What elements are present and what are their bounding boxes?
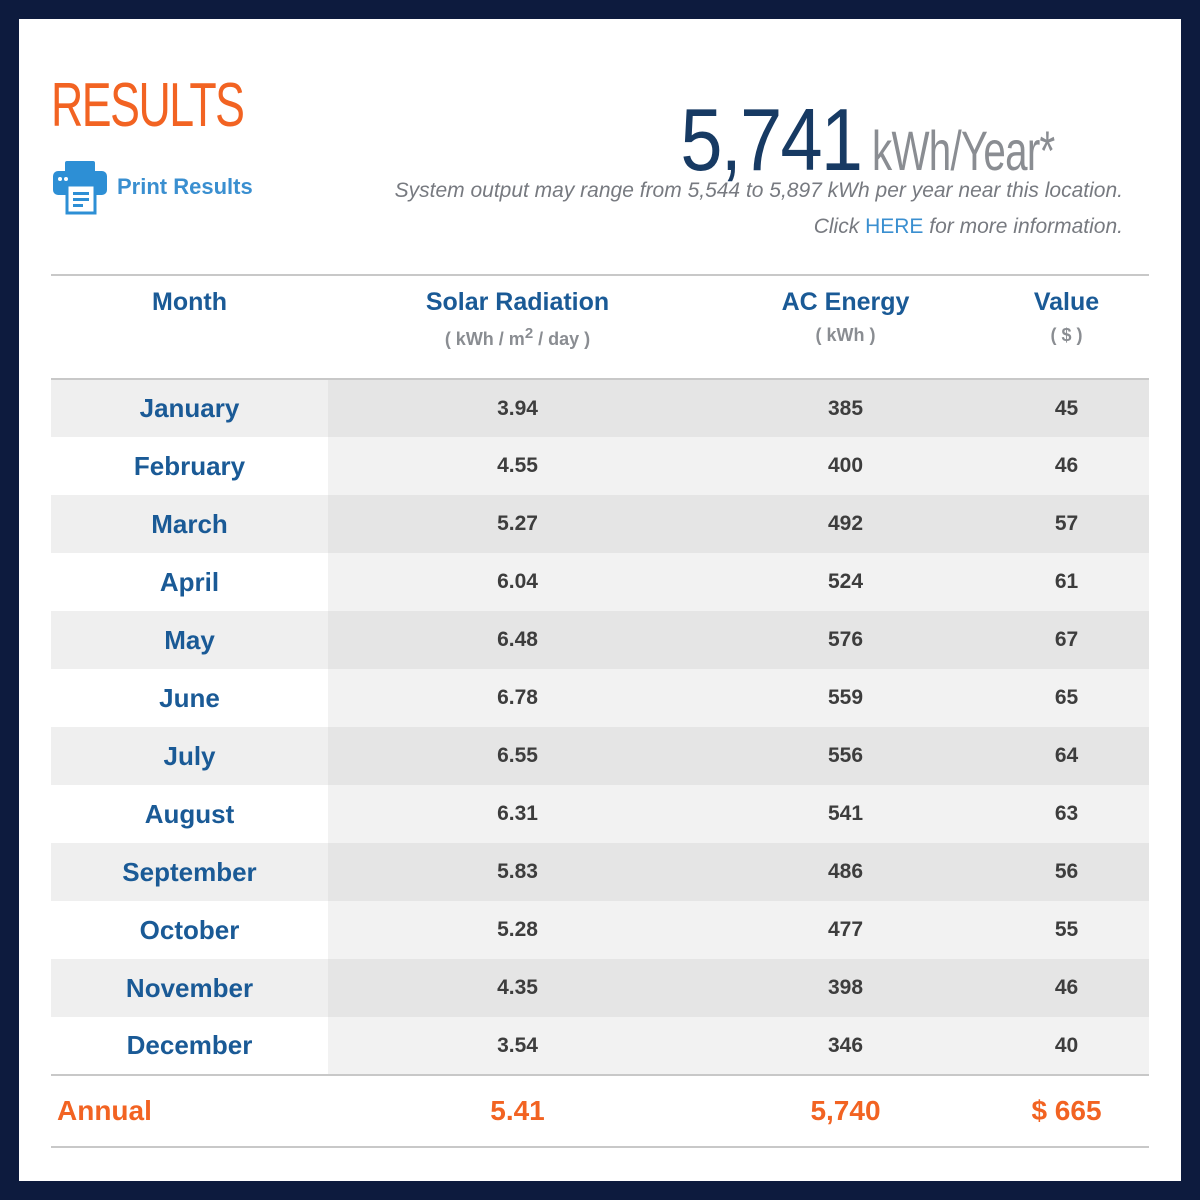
value-cell: 61	[984, 553, 1149, 611]
more-info-suffix: for more information.	[923, 215, 1123, 238]
column-header-solar-radiation: Solar Radiation ( kWh / m2 / day )	[328, 274, 707, 380]
solar-radiation-cell: 6.55	[328, 727, 707, 785]
value-cell: 40	[984, 1017, 1149, 1075]
ac-energy-cell: 385	[707, 379, 984, 437]
table-row: November 4.35 398 46	[51, 959, 1149, 1017]
month-cell: November	[51, 959, 328, 1017]
month-cell: April	[51, 553, 328, 611]
table-row: July 6.55 556 64	[51, 727, 1149, 785]
table-row: May 6.48 576 67	[51, 611, 1149, 669]
month-cell: September	[51, 843, 328, 901]
results-panel: RESULTS Print Results 5,741 kWh/Year* Sy…	[19, 19, 1181, 1181]
month-cell: December	[51, 1017, 328, 1075]
month-cell: February	[51, 437, 328, 495]
annual-ac-energy: 5,740	[707, 1074, 984, 1148]
month-cell: October	[51, 901, 328, 959]
solar-radiation-cell: 5.27	[328, 495, 707, 553]
ac-energy-cell: 477	[707, 901, 984, 959]
month-cell: March	[51, 495, 328, 553]
table-row: September 5.83 486 56	[51, 843, 1149, 901]
annual-output-value: 5,741	[680, 90, 864, 189]
month-cell: July	[51, 727, 328, 785]
value-cell: 45	[984, 379, 1149, 437]
solar-radiation-cell: 6.31	[328, 785, 707, 843]
value-cell: 57	[984, 495, 1149, 553]
results-table-body: January 3.94 385 45 February 4.55 400 46 March 5.…	[51, 379, 1149, 1075]
ac-energy-cell: 346	[707, 1017, 984, 1075]
column-header-month-label: Month	[152, 288, 227, 316]
printer-icon	[53, 161, 107, 215]
ac-energy-cell: 400	[707, 437, 984, 495]
output-range-text: System output may range from 5,544 to 5,…	[394, 179, 1123, 202]
column-header-solar-unit: ( kWh / m2 / day )	[444, 325, 591, 349]
column-header-value-unit: ( $ )	[1050, 325, 1083, 345]
table-row: December 3.54 346 40	[51, 1017, 1149, 1075]
ac-energy-cell: 541	[707, 785, 984, 843]
month-cell: May	[51, 611, 328, 669]
annual-output: 5,741 kWh/Year*	[651, 89, 1125, 199]
value-cell: 46	[984, 959, 1149, 1017]
annual-value: $ 665	[984, 1074, 1149, 1148]
value-cell: 63	[984, 785, 1149, 843]
solar-radiation-cell: 4.55	[328, 437, 707, 495]
ac-energy-cell: 524	[707, 553, 984, 611]
solar-radiation-cell: 6.48	[328, 611, 707, 669]
table-row: March 5.27 492 57	[51, 495, 1149, 553]
ac-energy-cell: 559	[707, 669, 984, 727]
table-row: April 6.04 524 61	[51, 553, 1149, 611]
value-cell: 56	[984, 843, 1149, 901]
more-info-link[interactable]: HERE	[865, 215, 924, 238]
table-row: January 3.94 385 45	[51, 379, 1149, 437]
value-cell: 46	[984, 437, 1149, 495]
column-header-ac-energy: AC Energy ( kWh )	[707, 274, 984, 380]
page-title: RESULTS	[51, 71, 245, 140]
table-row: August 6.31 541 63	[51, 785, 1149, 843]
table-row: October 5.28 477 55	[51, 901, 1149, 959]
value-cell: 65	[984, 669, 1149, 727]
month-cell: January	[51, 379, 328, 437]
solar-radiation-cell: 6.04	[328, 553, 707, 611]
annual-row: Annual 5.41 5,740 $ 665	[51, 1074, 1149, 1148]
solar-radiation-cell: 3.54	[328, 1017, 707, 1075]
column-header-ac-label: AC Energy	[781, 288, 910, 316]
annual-output-unit: kWh/Year*	[871, 119, 1055, 182]
column-header-value: Value ( $ )	[984, 274, 1149, 380]
column-header-ac-unit: ( kWh )	[815, 325, 876, 345]
solar-radiation-cell: 5.83	[328, 843, 707, 901]
column-header-solar-label: Solar Radiation	[425, 288, 610, 316]
more-info-text: Click HERE for more information.	[814, 215, 1123, 239]
column-header-value-label: Value	[1033, 288, 1100, 316]
annual-solar-radiation: 5.41	[328, 1074, 707, 1148]
ac-energy-cell: 486	[707, 843, 984, 901]
more-info-prefix: Click	[813, 215, 866, 238]
month-cell: August	[51, 785, 328, 843]
results-table: Month Solar Radiation ( kWh / m2 / day )…	[51, 274, 1149, 1148]
table-row: June 6.78 559 65	[51, 669, 1149, 727]
solar-radiation-cell: 6.78	[328, 669, 707, 727]
ac-energy-cell: 556	[707, 727, 984, 785]
table-header-row: Month Solar Radiation ( kWh / m2 / day )…	[51, 274, 1149, 380]
table-row: February 4.55 400 46	[51, 437, 1149, 495]
ac-energy-cell: 576	[707, 611, 984, 669]
solar-radiation-cell: 3.94	[328, 379, 707, 437]
value-cell: 55	[984, 901, 1149, 959]
ac-energy-cell: 492	[707, 495, 984, 553]
value-cell: 64	[984, 727, 1149, 785]
month-cell: June	[51, 669, 328, 727]
annual-label: Annual	[51, 1074, 328, 1148]
value-cell: 67	[984, 611, 1149, 669]
solar-radiation-cell: 4.35	[328, 959, 707, 1017]
solar-radiation-cell: 5.28	[328, 901, 707, 959]
column-header-month: Month	[51, 274, 328, 380]
print-results-button[interactable]: Print Results	[51, 159, 253, 215]
ac-energy-cell: 398	[707, 959, 984, 1017]
print-results-label: Print Results	[117, 174, 253, 199]
